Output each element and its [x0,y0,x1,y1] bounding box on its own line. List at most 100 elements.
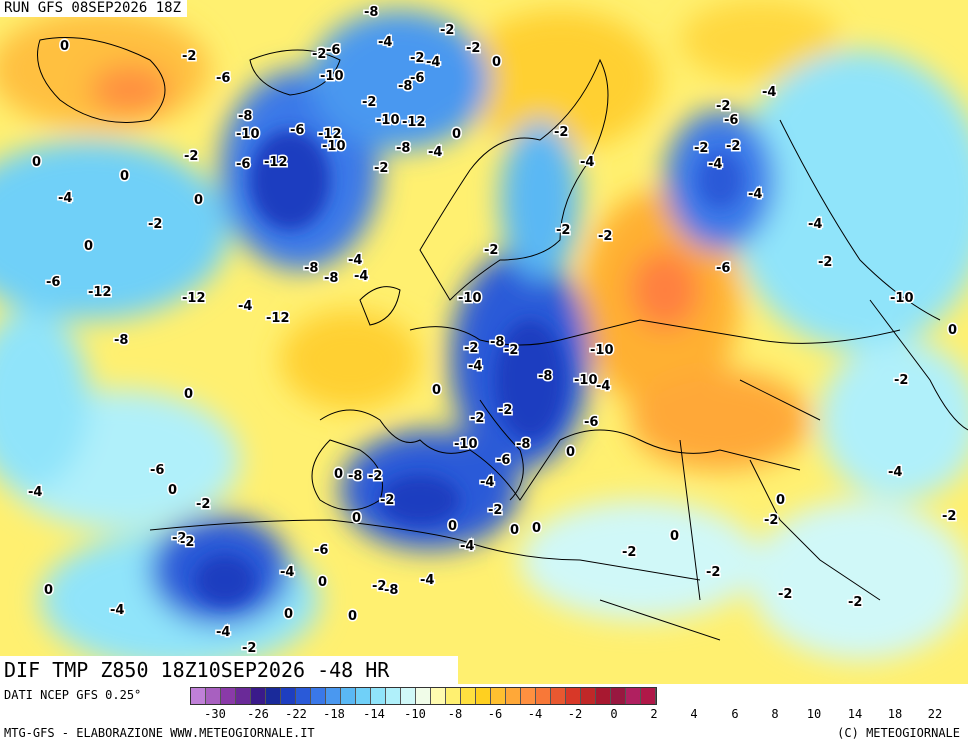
contour-value-label: -8 [238,109,252,124]
scale-cell [476,688,491,704]
scale-tick-label: -22 [285,707,307,721]
contour-value-label: -2 [148,217,162,232]
contour-value-label: -8 [516,437,530,452]
contour-value-label: -6 [216,71,230,86]
contour-value-label: 0 [32,155,41,170]
contour-value-label: -2 [312,47,326,62]
contour-value-label: -4 [888,465,902,480]
scale-tick-label: -8 [447,707,463,721]
contour-value-label: -10 [590,343,614,358]
contour-value-label: -2 [196,497,210,512]
scale-cell [341,688,356,704]
contour-value-label: -2 [778,587,792,602]
contour-value-label: 0 [776,493,785,508]
contour-value-label: -2 [368,469,382,484]
contour-value-label: -2 [484,243,498,258]
contour-value-label: -2 [622,545,636,560]
contour-value-label: -2 [374,161,388,176]
contour-value-label: -2 [504,343,518,358]
contour-value-label: 0 [948,323,957,338]
scale-cell [266,688,281,704]
contour-value-label: -2 [464,341,478,356]
contour-value-label: -4 [216,625,230,640]
contour-value-label: 0 [334,467,343,482]
contour-value-label: -4 [708,157,722,172]
scale-cell [371,688,386,704]
scale-cell [551,688,566,704]
contour-value-label: -6 [290,123,304,138]
scale-cell [506,688,521,704]
contour-value-label: 0 [532,521,541,536]
contour-value-label: -12 [88,285,112,300]
contour-value-label: -10 [890,291,914,306]
scale-cell [191,688,206,704]
scale-tick-label: 8 [771,707,779,721]
contour-value-label: -6 [584,415,598,430]
scale-cell [221,688,236,704]
contour-value-label: -8 [364,5,378,20]
contour-value-label: -4 [280,565,294,580]
scale-cell [356,688,371,704]
contour-value-label: -2 [818,255,832,270]
contour-value-label: 0 [510,523,519,538]
contour-value-label: -8 [398,79,412,94]
contour-value-label: -8 [384,583,398,598]
legend-footer: DATI NCEP GFS 0.25° -30 -26 -22 -18 -14 -10 -8… [0,684,968,745]
contour-value-label: 0 [284,607,293,622]
contour-value-label: -2 [716,99,730,114]
contour-value-label: -4 [378,35,392,50]
contour-value-label: -2 [362,95,376,110]
temperature-anomaly-map: -8-20-2-6-2 -2-6-4-4 0-2-10 -6-8-2-10 -12-40… [0,0,968,684]
contour-value-label: -10 [320,69,344,84]
color-scale-bar [190,687,657,705]
contour-value-label: -8 [114,333,128,348]
contour-value-label: -8 [490,335,504,350]
contour-value-label: -4 [762,85,776,100]
contour-value-label: 0 [44,583,53,598]
contour-value-label: -4 [428,145,442,160]
contour-value-label: -2 [380,493,394,508]
scale-cell [641,688,656,704]
contour-value-label: 0 [566,445,575,460]
contour-value-label: -2 [466,41,480,56]
map-title: DIF TMP Z850 18Z10SEP2026 -48 HR [0,656,458,684]
contour-value-label: -10 [458,291,482,306]
contour-value-label: -10 [574,373,598,388]
scale-cell [581,688,596,704]
contour-value-label: -2 [848,595,862,610]
scale-tick-label: -4 [527,707,543,721]
contour-value-label: -2 [372,579,386,594]
contour-value-label: -6 [236,157,250,172]
footer-copyright: (C) METEOGIORNALE [837,726,960,740]
scale-cell [296,688,311,704]
contour-value-label: -2 [488,503,502,518]
scale-cell [566,688,581,704]
contour-value-label: -4 [426,55,440,70]
contour-value-label: 0 [492,55,501,70]
contour-value-label: -6 [326,43,340,58]
contour-value-label: -10 [236,127,260,142]
contour-value-label: -8 [304,261,318,276]
contour-value-label: -8 [538,369,552,384]
footer-credit: MTG-GFS - ELABORAZIONE WWW.METEOGIORNALE… [4,726,315,740]
contour-value-label: -6 [150,463,164,478]
contour-value-label: -4 [428,145,442,160]
contour-value-label: 0 [352,511,361,526]
scale-cell [251,688,266,704]
scale-cell [626,688,641,704]
contour-value-label: 0 [194,193,203,208]
contour-value-label: 0 [60,39,69,54]
scale-tick-label: 18 [887,707,903,721]
contour-value-label: 0 [670,529,679,544]
scale-cell [326,688,341,704]
contour-value-label: -8 [348,469,362,484]
contour-value-label: -2 [598,229,612,244]
contour-value-label: 0 [452,127,461,142]
scale-cell [386,688,401,704]
contour-value-label: 0 [184,387,193,402]
contour-value-label: -12 [182,291,206,306]
contour-value-label: -2 [440,23,454,38]
color-scale-ticks: -30-26-22-18-14-10-8-6-4-202468101418223… [190,707,968,723]
contour-value-label: -2 [942,509,956,524]
scale-tick-label: 22 [927,707,943,721]
